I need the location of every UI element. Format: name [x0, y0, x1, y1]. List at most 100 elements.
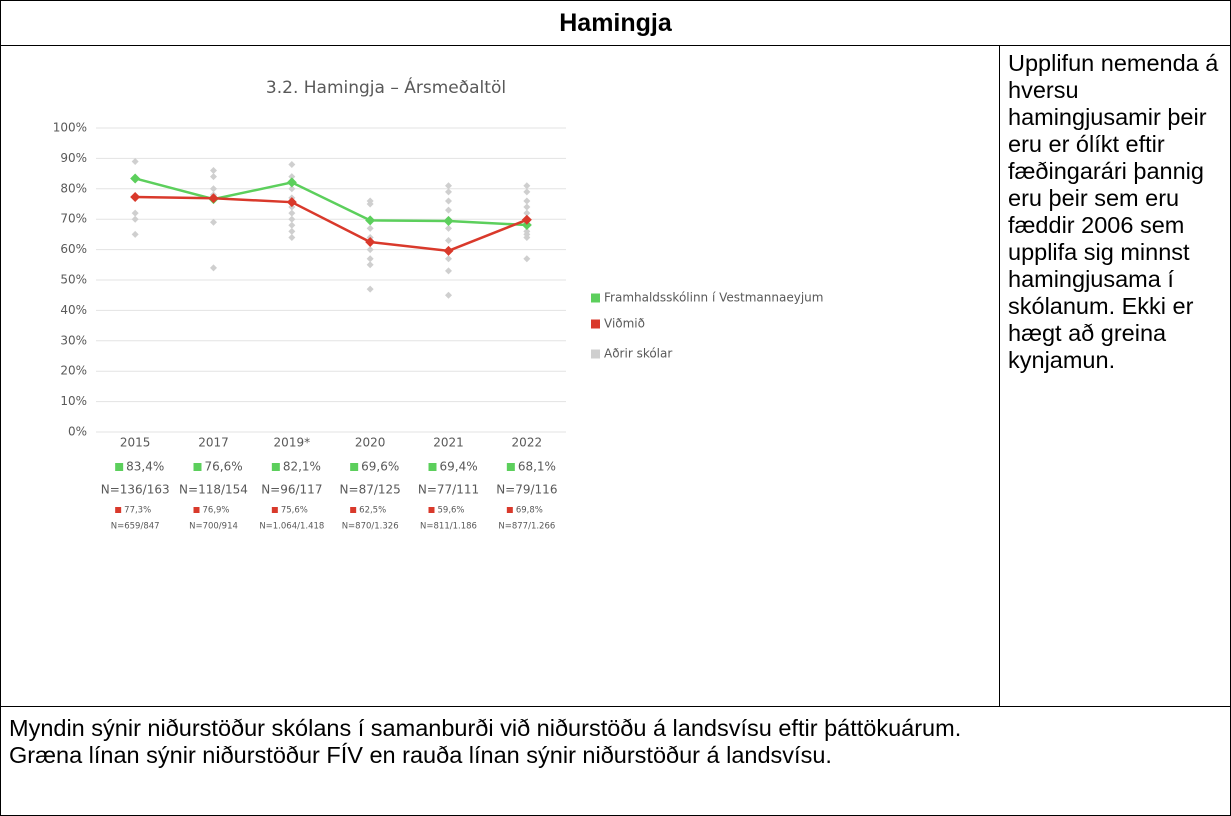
label-marker: [506, 463, 515, 471]
data-label: 69,6%: [361, 460, 399, 474]
data-label: 77,3%: [124, 506, 151, 516]
y-tick-label: 50%: [60, 273, 87, 287]
legend-swatch: [591, 349, 600, 359]
y-tick-label: 80%: [60, 181, 87, 195]
other-school-point: [288, 221, 296, 229]
data-label: 76,6%: [205, 460, 243, 474]
other-school-point: [131, 230, 139, 238]
label-marker: [506, 507, 513, 513]
other-school-point: [445, 224, 452, 232]
footer: Myndin sýnir niðurstöður skólans í saman…: [0, 706, 1231, 816]
n-label: N=96/117: [261, 483, 322, 497]
n-label: N=79/116: [496, 483, 557, 497]
other-school-point: [288, 215, 296, 223]
other-school-point: [366, 200, 374, 208]
data-label: 75,6%: [281, 506, 308, 516]
other-school-point: [445, 197, 452, 205]
other-school-point: [288, 233, 296, 241]
other-school-point: [445, 236, 452, 244]
other-school-point: [523, 197, 531, 205]
series-point: [286, 177, 297, 188]
other-school-point: [523, 209, 531, 217]
x-tick-label: 2017: [198, 436, 229, 450]
y-tick-label: 0%: [68, 425, 87, 439]
series-point: [521, 214, 532, 225]
series-point: [365, 237, 376, 247]
x-tick-label: 2019*: [274, 436, 311, 450]
y-tick-label: 20%: [60, 364, 87, 378]
y-tick-label: 30%: [60, 333, 87, 347]
other-school-point: [288, 173, 296, 181]
legend-swatch: [591, 319, 600, 329]
label-marker: [350, 463, 359, 471]
chart-cell: 3.2. Hamingja – Ársmeðaltöl 0% 10% 20% 30% 4…: [0, 45, 1000, 707]
other-school-point: [131, 157, 139, 165]
label-marker: [428, 463, 437, 471]
x-tick-label: 2022: [512, 436, 543, 450]
other-school-point: [445, 267, 452, 275]
other-school-point: [445, 255, 452, 263]
other-school-point: [366, 224, 374, 232]
other-school-point: [131, 209, 139, 217]
data-label: 68,1%: [518, 460, 556, 474]
label-marker: [193, 463, 202, 471]
other-school-point: [523, 255, 531, 263]
y-tick-label: 90%: [60, 151, 87, 165]
n-label: N=1.064/1.418: [259, 522, 324, 532]
other-school-point: [131, 215, 139, 223]
series-point: [286, 197, 297, 208]
label-marker: [271, 463, 280, 471]
n-label: N=118/154: [179, 483, 248, 497]
legend-swatch: [591, 293, 600, 303]
other-school-point: [366, 255, 374, 263]
n-label: N=811/1.186: [420, 522, 477, 532]
other-school-point: [366, 285, 374, 293]
other-school-point: [445, 291, 452, 299]
label-marker: [271, 507, 278, 513]
other-school-point: [210, 167, 217, 175]
label-marker: [193, 507, 200, 513]
label-marker: [115, 463, 124, 471]
other-school-point: [210, 185, 217, 193]
data-label: 69,8%: [516, 506, 543, 516]
series-point: [130, 173, 141, 184]
other-school-point: [445, 206, 452, 214]
n-label: N=877/1.266: [498, 522, 555, 532]
y-tick-label: 60%: [60, 242, 87, 256]
n-label: N=700/914: [189, 522, 238, 532]
series-line: [134, 177, 527, 227]
series-point: [443, 245, 454, 256]
footer-paragraph: Græna línan sýnir niðurstöður FÍV en rau…: [9, 742, 832, 768]
other-school-point: [445, 188, 452, 196]
series-point: [208, 193, 219, 204]
other-school-point: [288, 209, 296, 217]
other-school-point: [523, 233, 531, 241]
other-school-point: [210, 218, 217, 226]
y-tick-label: 40%: [60, 303, 87, 317]
n-label: N=659/847: [111, 522, 160, 532]
x-tick-label: 2021: [433, 436, 464, 450]
data-label: 82,1%: [283, 460, 321, 474]
series-line: [135, 195, 528, 253]
other-school-point: [523, 182, 531, 190]
side-text: Upplifun nemenda á hversu hamingjusamir …: [999, 45, 1231, 707]
x-tick-label: 2015: [120, 436, 151, 450]
n-label: N=77/111: [418, 483, 479, 497]
chart-title: 3.2. Hamingja – Ársmeðaltöl: [266, 76, 506, 98]
data-label: 62,5%: [359, 506, 386, 516]
n-label: N=87/125: [340, 483, 401, 497]
series-point: [521, 219, 532, 230]
legend-label: Framhaldsskólinn í Vestmannaeyjum: [604, 291, 823, 305]
y-tick-label: 10%: [60, 394, 87, 408]
series-point: [365, 215, 376, 226]
other-school-point: [210, 173, 217, 181]
footer-paragraph: Myndin sýnir niðurstöður skólans í saman…: [9, 715, 962, 741]
other-school-point: [523, 188, 531, 196]
chart: 3.2. Hamingja – Ársmeðaltöl 0% 10% 20% 30% 4…: [53, 76, 824, 532]
series-point: [130, 192, 141, 203]
x-tick-label: 2020: [355, 436, 386, 450]
series-point: [443, 216, 454, 227]
other-school-point: [210, 264, 217, 272]
data-label: 69,4%: [440, 460, 478, 474]
